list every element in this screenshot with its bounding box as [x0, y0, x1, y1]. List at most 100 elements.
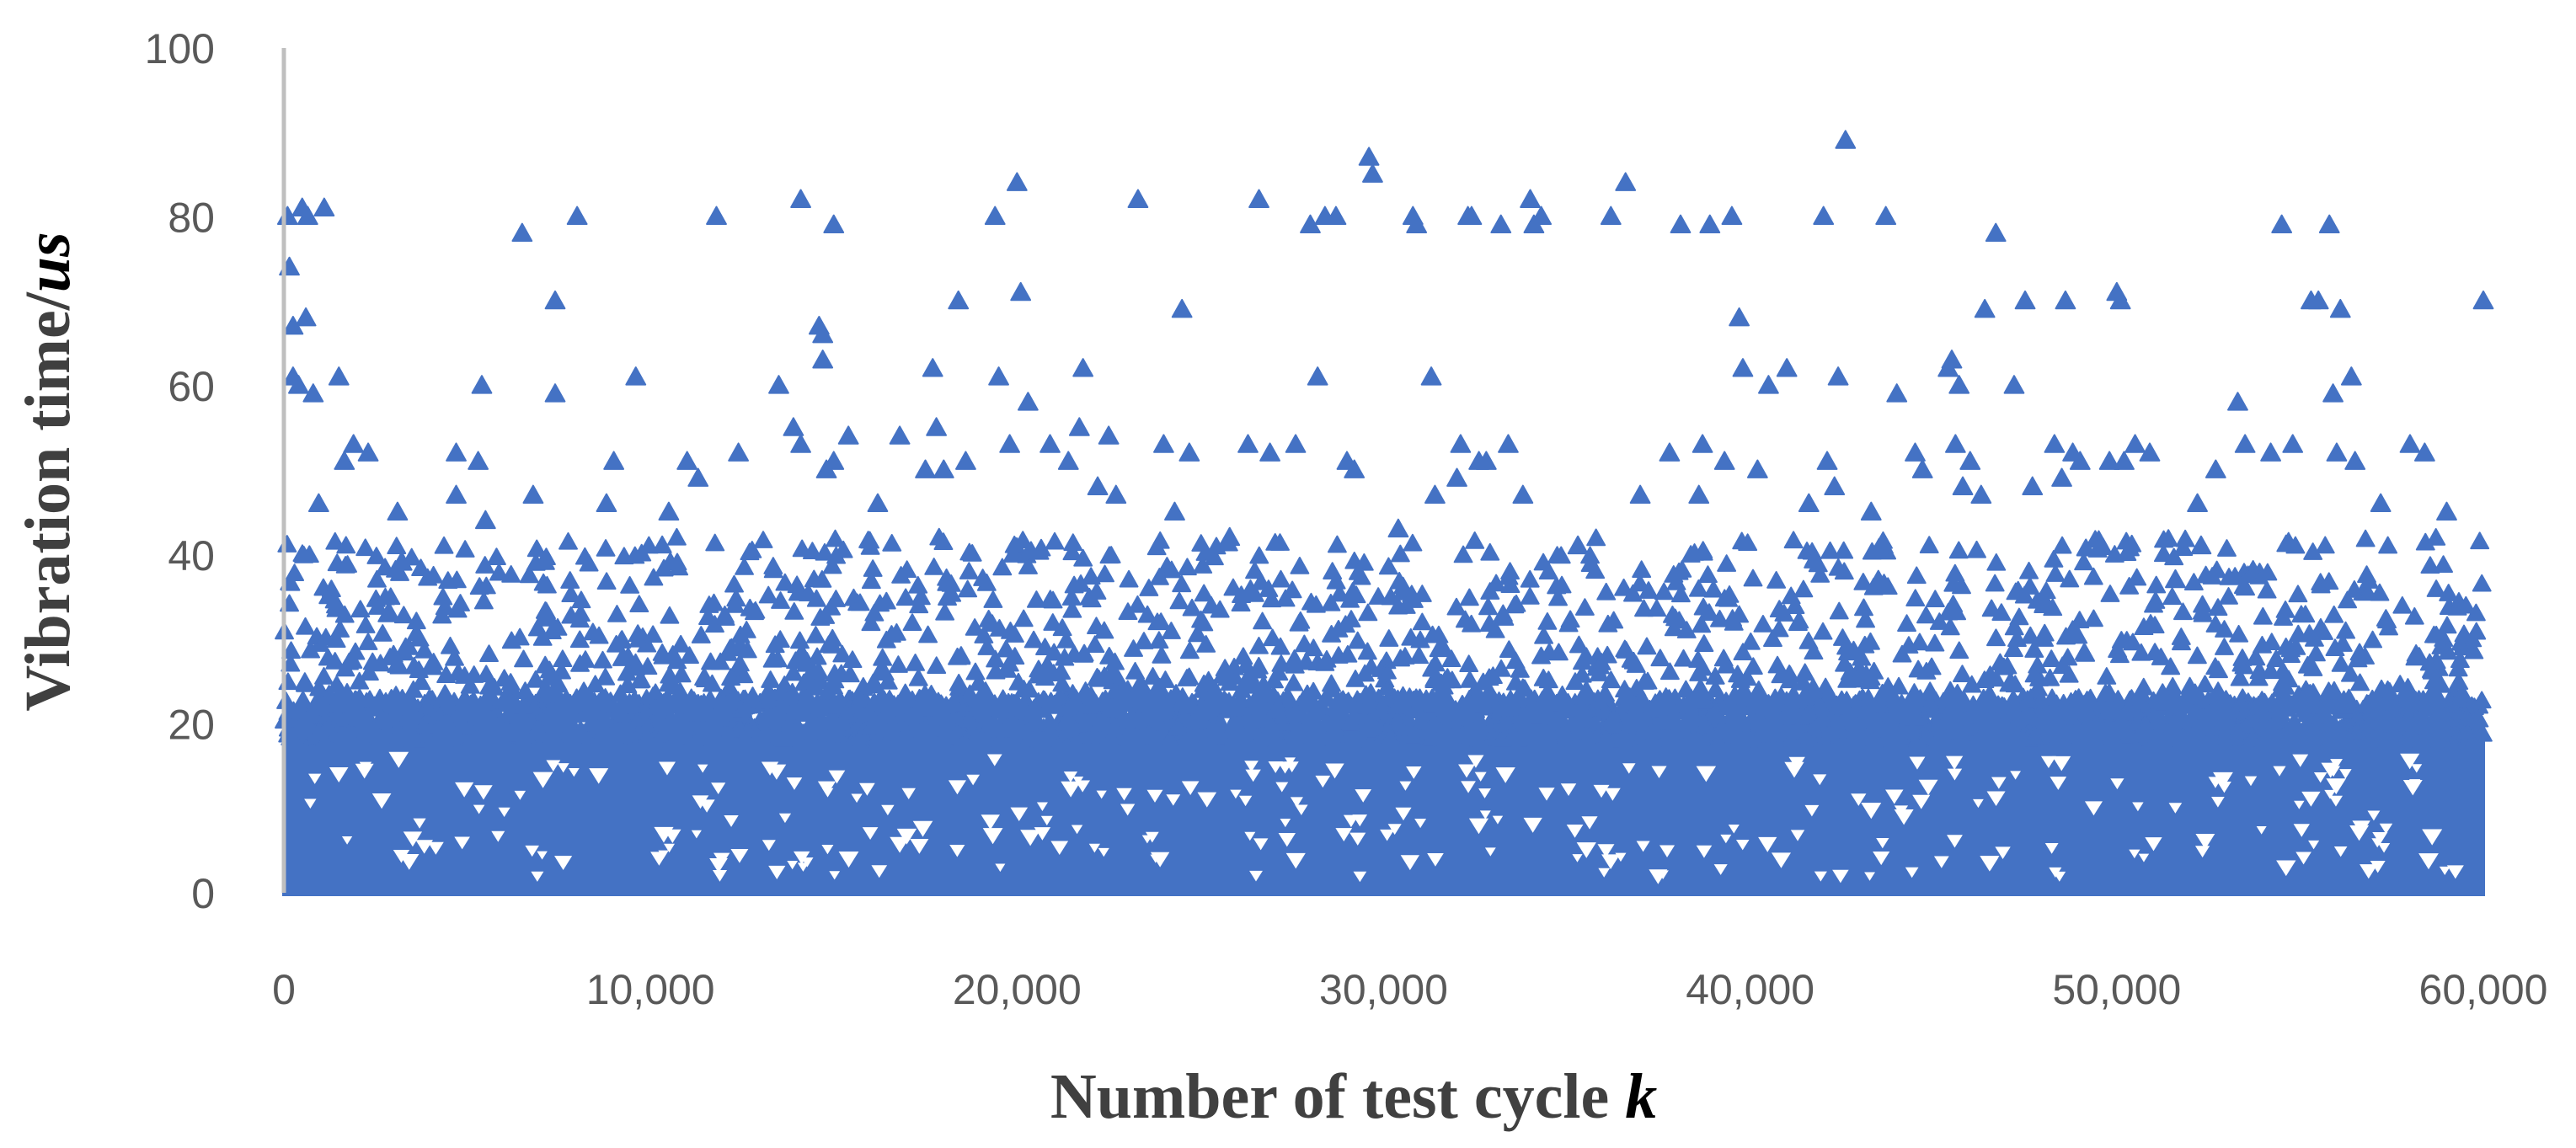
data-point [2046, 724, 2066, 743]
data-point [705, 533, 725, 552]
data-point [2266, 649, 2286, 667]
data-point [1632, 560, 1652, 579]
data-point [1746, 459, 1768, 478]
data-point [1142, 726, 1162, 745]
data-point [2069, 451, 2091, 470]
data-point [1491, 659, 1511, 677]
band-gap [881, 804, 895, 816]
data-point [2229, 624, 2249, 643]
data-point [1868, 694, 1889, 713]
data-point [2434, 555, 2454, 573]
data-point [1997, 656, 2018, 675]
data-point [2200, 718, 2221, 736]
data-point [2398, 696, 2418, 714]
band-gap [817, 781, 836, 796]
data-point [403, 729, 423, 747]
data-point [1343, 582, 1363, 600]
data-point [959, 542, 980, 561]
data-point [1129, 685, 1149, 703]
data-point [542, 622, 562, 640]
band-gap [786, 777, 803, 790]
data-point [1729, 307, 1750, 327]
band-gap [415, 840, 433, 854]
band-gap [768, 865, 786, 879]
data-point [2180, 676, 2199, 695]
band-gap [2400, 753, 2420, 770]
data-point [451, 594, 470, 611]
data-point [1771, 665, 1791, 684]
band-gap [2349, 825, 2370, 841]
data-point [1043, 613, 1063, 631]
band-gap [2052, 756, 2071, 772]
data-point [2271, 214, 2293, 234]
data-point [548, 673, 568, 691]
data-point [1453, 545, 1473, 563]
band-gap [762, 840, 776, 852]
data-point [1905, 683, 1924, 701]
data-point [513, 696, 533, 714]
data-point [1435, 670, 1456, 689]
data-point [1856, 610, 1876, 628]
data-point [281, 654, 301, 672]
data-point [486, 547, 506, 565]
band-gap [1636, 841, 1650, 852]
band-gap [1050, 841, 1069, 856]
band-gap [692, 795, 709, 809]
data-point [367, 569, 387, 588]
band-gap [568, 767, 580, 777]
data-point [1017, 392, 1039, 411]
data-point [840, 665, 860, 683]
data-point [1475, 451, 1497, 470]
data-point [1493, 604, 1513, 622]
band-gap [2308, 840, 2320, 850]
data-point [1948, 375, 1970, 394]
data-point [288, 719, 308, 738]
data-point [1299, 693, 1319, 712]
data-point [1194, 613, 1214, 632]
data-point [879, 719, 900, 738]
data-point [1486, 574, 1506, 592]
band-gap [1946, 835, 1963, 848]
band-gap [474, 785, 493, 800]
data-point [2370, 493, 2392, 513]
data-point [2231, 654, 2252, 672]
data-point [468, 451, 489, 470]
x-tick-label: 10,000 [586, 966, 715, 1013]
data-point [1094, 621, 1114, 639]
data-point [2208, 681, 2228, 700]
data-point [457, 699, 477, 717]
data-point [2472, 290, 2494, 310]
data-point [721, 668, 741, 686]
data-point [1551, 546, 1571, 564]
data-point [1139, 579, 1159, 596]
data-point [2452, 684, 2472, 702]
band-gap [2195, 834, 2215, 850]
data-point [535, 655, 555, 674]
band-gap [371, 793, 392, 809]
data-point [1362, 163, 1383, 183]
data-point [1379, 629, 1399, 647]
data-point [2338, 590, 2358, 609]
data-point [1002, 545, 1023, 563]
data-point [1734, 681, 1754, 699]
data-point [375, 558, 395, 576]
data-point [2395, 713, 2415, 732]
data-point [2227, 722, 2247, 740]
data-point [309, 678, 329, 697]
data-point [1196, 635, 1216, 653]
data-point [2083, 567, 2103, 585]
data-point [514, 649, 533, 668]
data-point [1793, 579, 1814, 598]
data-point [2055, 697, 2075, 714]
data-point [710, 652, 730, 670]
data-point [1692, 658, 1713, 676]
data-point [455, 688, 475, 707]
data-point [611, 684, 630, 702]
data-point [724, 595, 745, 613]
band-gap [1275, 782, 1289, 793]
data-point [1480, 682, 1500, 701]
x-axis-title: Number of test cycle k [1050, 1061, 1657, 1132]
band-gap [1945, 756, 1964, 770]
data-point [2060, 569, 2080, 588]
band-gap [910, 839, 929, 854]
